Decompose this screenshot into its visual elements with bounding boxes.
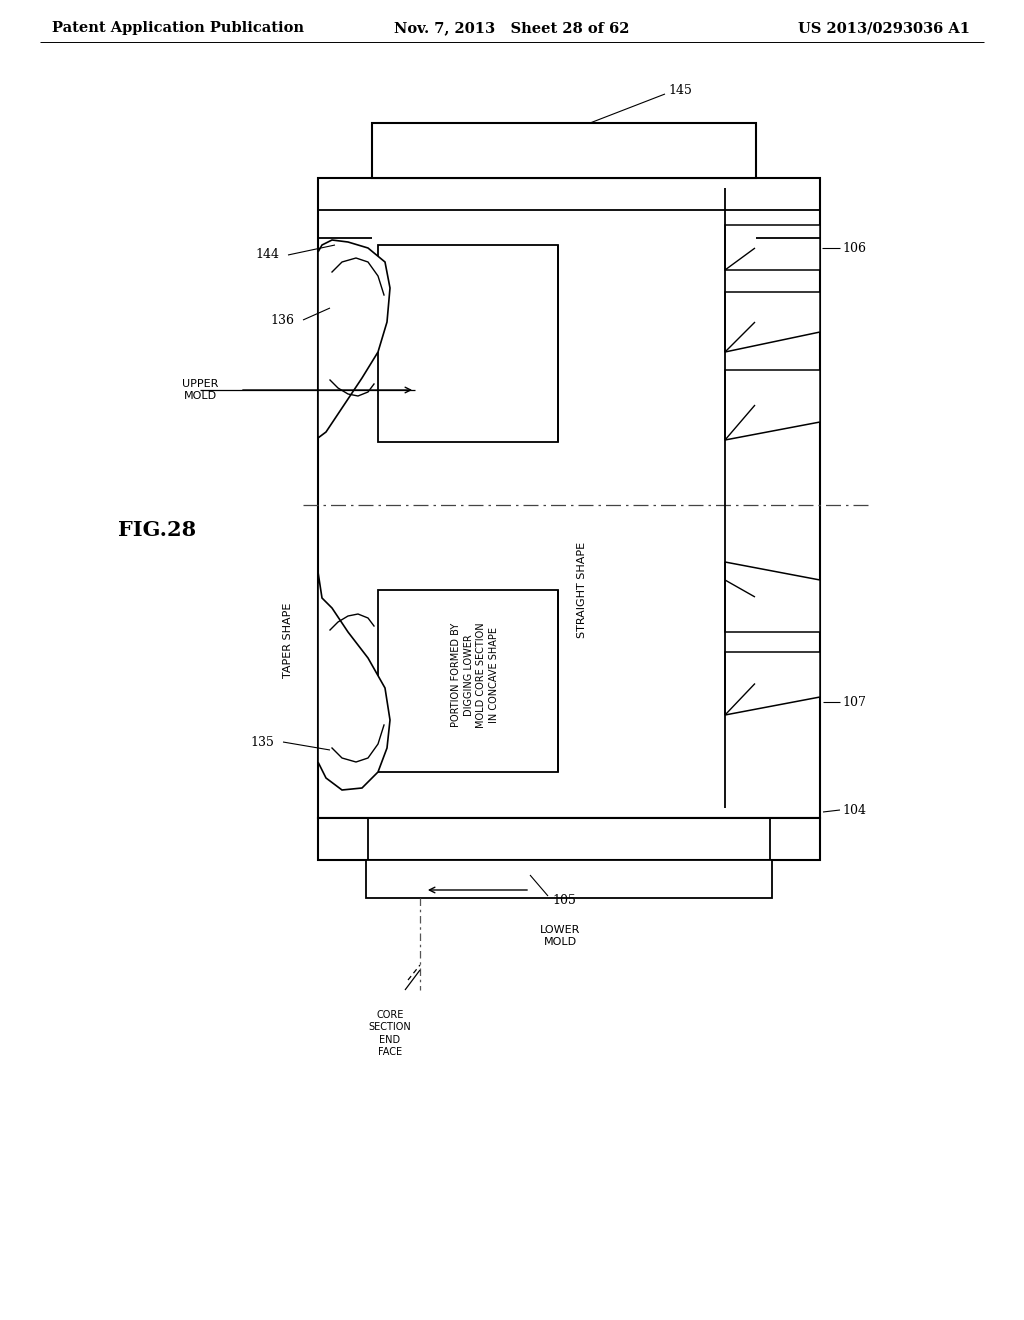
Polygon shape <box>725 370 820 440</box>
Text: 104: 104 <box>842 804 866 817</box>
Text: 105: 105 <box>552 894 575 907</box>
Polygon shape <box>725 224 820 271</box>
Text: 144: 144 <box>255 248 279 261</box>
Polygon shape <box>318 572 390 789</box>
Polygon shape <box>366 861 772 898</box>
Polygon shape <box>725 562 820 632</box>
Polygon shape <box>725 292 820 352</box>
Text: Nov. 7, 2013   Sheet 28 of 62: Nov. 7, 2013 Sheet 28 of 62 <box>394 21 630 36</box>
Text: CORE
SECTION
END
FACE: CORE SECTION END FACE <box>369 1010 412 1057</box>
Text: UPPER
MOLD: UPPER MOLD <box>182 379 218 401</box>
Text: 136: 136 <box>270 314 294 326</box>
Polygon shape <box>725 652 820 715</box>
Text: 107: 107 <box>842 696 866 709</box>
Polygon shape <box>318 818 820 861</box>
Text: TAPER SHAPE: TAPER SHAPE <box>283 602 293 677</box>
Text: STRAIGHT SHAPE: STRAIGHT SHAPE <box>577 543 587 638</box>
Polygon shape <box>378 246 558 442</box>
Polygon shape <box>318 178 820 818</box>
Polygon shape <box>318 240 390 438</box>
Text: US 2013/0293036 A1: US 2013/0293036 A1 <box>798 21 970 36</box>
Polygon shape <box>378 590 558 772</box>
Text: PORTION FORMED BY
DIGGING LOWER
MOLD CORE SECTION
IN CONCAVE SHAPE: PORTION FORMED BY DIGGING LOWER MOLD COR… <box>451 622 500 727</box>
Text: 145: 145 <box>668 83 692 96</box>
Text: FIG.28: FIG.28 <box>118 520 197 540</box>
Text: LOWER
MOLD: LOWER MOLD <box>540 925 581 948</box>
Text: 135: 135 <box>250 735 273 748</box>
Text: Patent Application Publication: Patent Application Publication <box>52 21 304 36</box>
Polygon shape <box>372 123 756 178</box>
Text: 106: 106 <box>842 242 866 255</box>
